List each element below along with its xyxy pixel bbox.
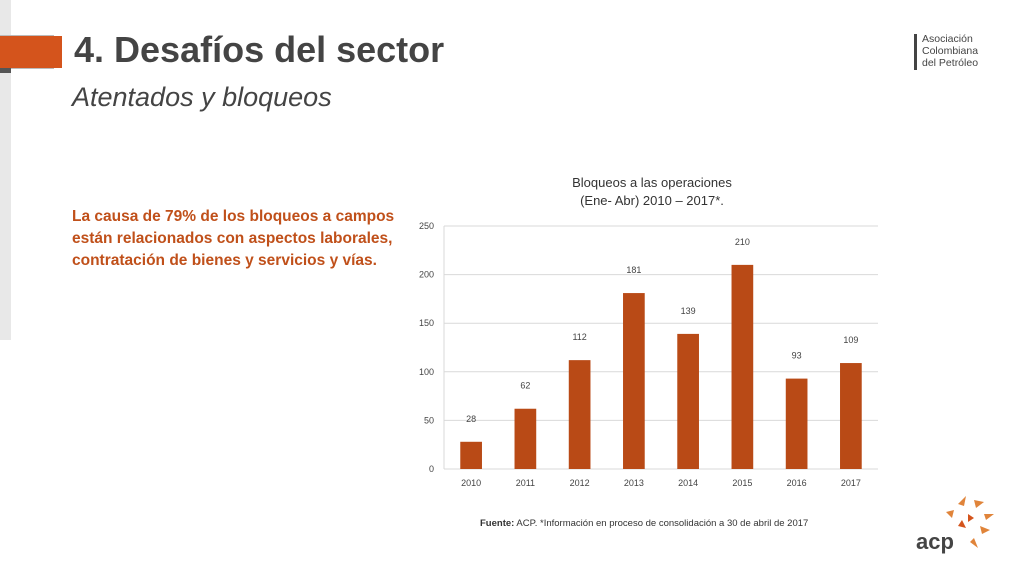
logo-bar [914, 34, 917, 70]
acp-logo: acp [916, 496, 994, 554]
y-tick-label: 100 [419, 367, 434, 377]
y-tick-label: 150 [419, 318, 434, 328]
y-tick-label: 250 [419, 221, 434, 231]
chart-title: Bloqueos a las operaciones (Ene- Abr) 20… [552, 174, 752, 210]
source-text: ACP. *Información en proceso de consolid… [514, 518, 809, 529]
body-text: La causa de 79% de los bloqueos a campos… [72, 208, 395, 269]
bar [731, 264, 754, 469]
bar [568, 360, 591, 469]
x-tick-label: 2012 [570, 478, 590, 488]
y-tick-label: 0 [429, 464, 434, 474]
header-rule-bottom [0, 68, 54, 69]
x-tick-label: 2010 [461, 478, 481, 488]
data-label: 139 [681, 306, 696, 316]
slide-subtitle: Atentados y bloqueos [72, 82, 332, 112]
bar [460, 441, 482, 469]
x-tick-label: 2011 [516, 478, 535, 488]
header-rule-top [0, 35, 54, 36]
source-note: Fuente: ACP. *Información en proceso de … [480, 518, 808, 529]
bar-chart: 0 50 100 150 200 250 28 2010 62 2011 112 2012 181 201… [419, 221, 878, 488]
acp-sun-icon [946, 496, 994, 548]
x-tick-label: 2017 [841, 478, 861, 488]
data-label: 93 [792, 351, 802, 361]
x-tick-label: 2016 [787, 478, 807, 488]
data-label: 112 [572, 332, 586, 342]
logo-line-1: Asociación [922, 33, 973, 45]
accent-block [0, 36, 62, 68]
bar [785, 378, 808, 469]
data-label: 62 [520, 381, 530, 391]
chart-title-line-1: Bloqueos a las operaciones [572, 175, 732, 190]
data-label: 109 [843, 335, 858, 345]
logo-line-2: Colombiana [922, 45, 979, 57]
chart-title-line-2: (Ene- Abr) 2010 – 2017*. [580, 193, 724, 208]
x-tick-label: 2013 [624, 478, 644, 488]
slide-title: 4. Desafíos del sector [74, 29, 445, 70]
data-label: 210 [735, 237, 750, 247]
y-tick-label: 50 [424, 415, 434, 425]
bar [840, 363, 862, 469]
data-label: 28 [466, 414, 476, 424]
acp-logo-text: acp [916, 529, 954, 554]
bar [623, 293, 645, 469]
data-label: 181 [626, 265, 641, 275]
x-tick-label: 2014 [678, 478, 698, 488]
logo-text: Asociación Colombiana del Petróleo [922, 33, 978, 69]
x-tick-label: 2015 [732, 478, 752, 488]
logo-line-3: del Petróleo [922, 57, 979, 69]
source-label: Fuente: [480, 518, 515, 529]
accent-mark [0, 68, 11, 73]
bar [677, 333, 699, 469]
side-band [0, 0, 11, 340]
y-tick-label: 200 [419, 270, 434, 280]
bar [514, 408, 537, 469]
